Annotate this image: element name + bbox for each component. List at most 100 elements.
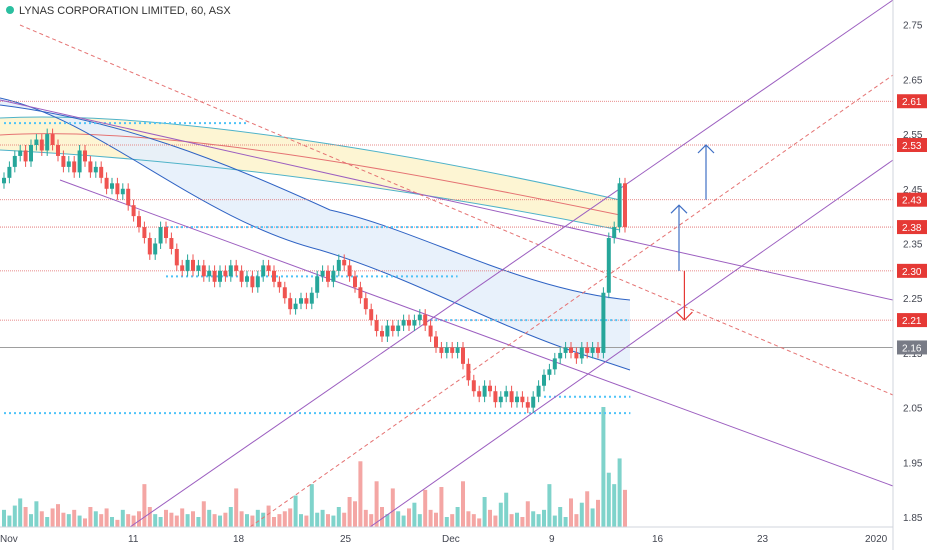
volume-bar [525, 501, 530, 527]
candle [223, 270, 228, 277]
candle [309, 292, 314, 304]
candle [147, 238, 152, 255]
volume-bar [72, 509, 77, 527]
volume-bar [601, 407, 606, 527]
candle [207, 270, 212, 277]
volume-bar [444, 517, 449, 527]
volume-bar [493, 515, 498, 527]
volume-bar [482, 497, 487, 527]
volume-bar [120, 509, 125, 527]
volume-bar [110, 517, 114, 527]
volume-bar [158, 517, 163, 527]
projection-arrows [670, 144, 715, 321]
candle [515, 396, 519, 403]
time-tick-label: 23 [757, 534, 769, 545]
volume-bar [45, 517, 50, 527]
volume-bar [245, 514, 249, 527]
candle [66, 161, 71, 167]
time-tick-label: 16 [652, 534, 664, 545]
candle [407, 320, 411, 326]
candle [412, 320, 417, 326]
volume-bar [282, 511, 287, 527]
candle [266, 265, 271, 271]
volume-bar [542, 509, 546, 527]
candle [498, 396, 503, 403]
volume-bar [331, 515, 336, 527]
volume-bar [12, 505, 17, 527]
candle [158, 227, 163, 244]
time-tick-label: 9 [549, 534, 555, 545]
candle [380, 331, 384, 337]
candles [2, 128, 627, 414]
candle [363, 298, 368, 310]
volume-bar [385, 514, 390, 527]
volume-bar [569, 498, 573, 527]
candle [169, 238, 174, 249]
candle [482, 385, 487, 397]
candle [563, 347, 568, 353]
volume-bar [61, 512, 66, 527]
volume-bar [369, 514, 374, 527]
volume-bar [126, 514, 131, 527]
price-tick-label: 2.45 [903, 185, 923, 196]
time-tick-label: Dec [442, 534, 460, 545]
volume-bar [574, 514, 579, 527]
candle [72, 161, 77, 173]
volume-bar [407, 508, 411, 527]
candle [320, 270, 325, 277]
candle [455, 347, 460, 353]
volume-bar [196, 517, 201, 527]
candle [29, 145, 33, 162]
price-tick-label: 2.75 [903, 21, 923, 32]
candle [493, 391, 498, 403]
price-tick-label: 2.65 [903, 75, 923, 86]
candle [299, 298, 303, 304]
candle [509, 391, 514, 403]
price-axis[interactable]: 1.851.952.052.152.252.352.452.552.652.75… [892, 0, 927, 550]
candle [174, 248, 179, 266]
candle [423, 314, 428, 326]
price-label-badge [897, 340, 927, 355]
price-tick-label: 1.95 [903, 458, 923, 469]
volume-bar [239, 511, 244, 527]
down-channel-bottom [59, 179, 894, 487]
volume-bar [477, 518, 482, 527]
candle [596, 347, 600, 353]
volume-bar [34, 501, 39, 527]
down-channel-top [0, 99, 894, 301]
candle [228, 265, 233, 277]
price-label-badge [897, 313, 927, 328]
candle [45, 134, 50, 151]
candle [255, 276, 260, 288]
candle [520, 396, 525, 403]
candle [331, 270, 336, 282]
volume-bar [50, 508, 55, 527]
time-axis[interactable]: Nov 11 18 25 Dec 9 16 23 2020 [0, 526, 893, 545]
arrow-down-icon [675, 311, 693, 321]
volume-bar [455, 507, 460, 527]
candle [261, 265, 266, 277]
candle [488, 385, 492, 392]
volume-bar [304, 515, 309, 527]
candle [315, 276, 320, 293]
candle [385, 325, 390, 337]
candle [153, 243, 158, 255]
time-tick-label: Nov [0, 534, 18, 545]
candle [99, 166, 104, 178]
candle [342, 259, 347, 266]
candle [396, 325, 401, 332]
price-label-text: 2.61 [902, 97, 922, 108]
candle [288, 298, 293, 310]
candle [401, 320, 406, 326]
volume-bar [272, 517, 276, 527]
volume-bar [131, 515, 136, 527]
volume-bar [29, 514, 33, 527]
candle [471, 380, 476, 392]
candle [601, 292, 606, 353]
candle [239, 270, 244, 282]
chart-title-text: LYNAS CORPORATION LIMITED, 60, ASX [19, 5, 231, 17]
candle [304, 298, 309, 304]
candle [326, 270, 330, 282]
volume-bar [396, 511, 401, 527]
